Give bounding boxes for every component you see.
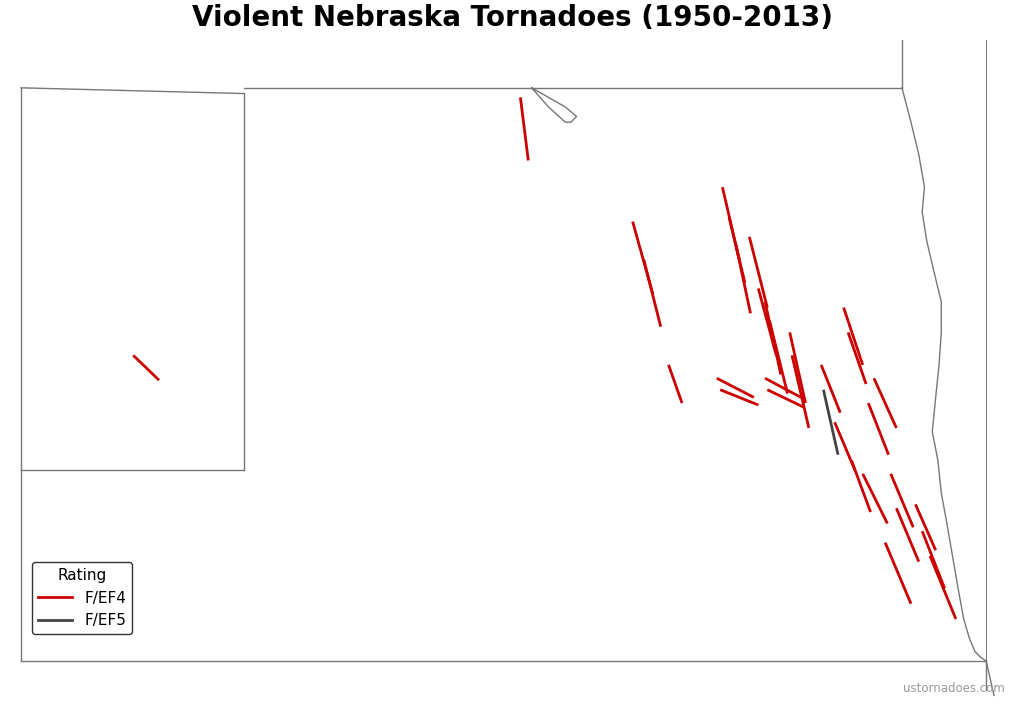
- Text: ustornadoes.com: ustornadoes.com: [903, 682, 1005, 695]
- Title: Violent Nebraska Tornadoes (1950-2013): Violent Nebraska Tornadoes (1950-2013): [191, 4, 833, 32]
- Legend: F/EF4, F/EF5: F/EF4, F/EF5: [32, 562, 132, 635]
